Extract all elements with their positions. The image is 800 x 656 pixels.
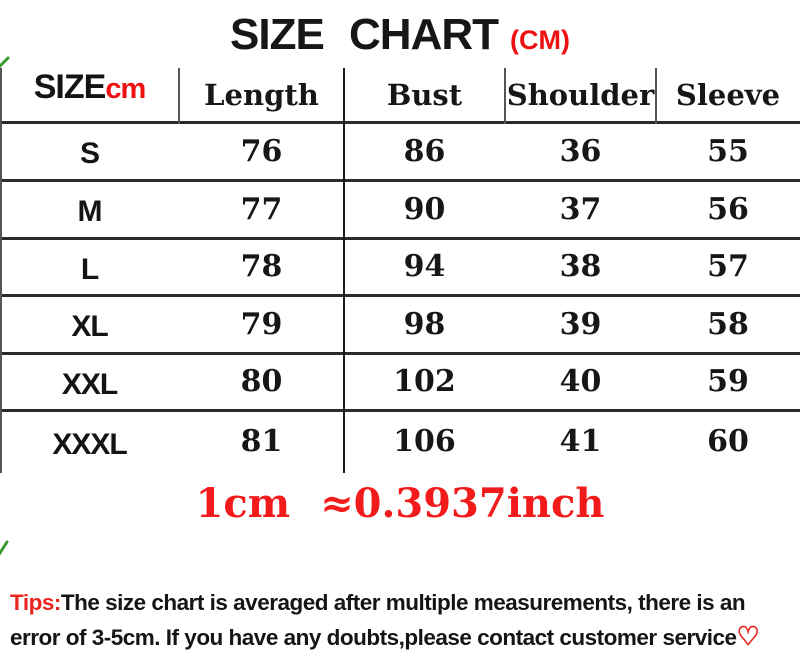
cell-sleeve: 56 — [707, 191, 749, 227]
tips-note: Tips:The size chart is averaged after mu… — [10, 587, 794, 654]
table-rule-left-edge — [0, 68, 2, 473]
row-size-label: XL — [71, 310, 108, 343]
cell-shoulder: 41 — [559, 424, 602, 459]
cell-bust: 90 — [403, 191, 446, 227]
cell-shoulder: 38 — [559, 249, 602, 284]
row-size-label: L — [80, 252, 99, 286]
cell-shoulder: 39 — [559, 306, 602, 342]
table-rule-size-length — [178, 68, 180, 124]
tips-label: Tips: — [10, 590, 61, 615]
cell-length: 81 — [240, 424, 283, 459]
table-rule-header-bottom — [0, 121, 800, 124]
table-rule-shoulder-sleeve — [655, 68, 657, 124]
cell-length: 79 — [240, 306, 283, 342]
green-squiggle-top-icon — [0, 56, 10, 69]
chart-title: SIZE CHART (CM) — [0, 10, 800, 60]
cell-bust: 102 — [393, 364, 456, 399]
cell-shoulder: 36 — [559, 133, 602, 169]
cell-shoulder: 37 — [559, 191, 602, 227]
header-sleeve: Sleeve — [675, 78, 781, 112]
row-size-label: S — [79, 137, 100, 170]
header-bust: Bust — [386, 78, 463, 112]
tips-text-line1: The size chart is averaged after multipl… — [60, 590, 746, 615]
header-size-black: SIZE — [33, 68, 107, 106]
table-rule — [0, 179, 800, 182]
conversion-inch: ≈0.3937inch — [320, 480, 605, 527]
table-rule — [0, 409, 800, 412]
cell-length: 78 — [240, 249, 283, 284]
cell-length: 77 — [240, 191, 283, 227]
cell-bust: 86 — [403, 133, 446, 169]
table-rule — [0, 237, 800, 240]
cell-sleeve: 59 — [707, 364, 749, 399]
cell-sleeve: 57 — [707, 249, 749, 284]
header-size-unit: cm — [105, 73, 146, 105]
tips-text-line2: error of 3-5cm. If you have any doubts,p… — [10, 624, 737, 650]
row-size-label: XXL — [61, 367, 118, 401]
row-size-label: XXXL — [52, 427, 127, 461]
size-table: SIZE cm Length Bust Shoulder Sleeve S 76… — [0, 68, 800, 473]
cell-length: 76 — [240, 133, 283, 169]
table-rule-length-bust — [343, 68, 345, 473]
row-size-label: M — [77, 195, 103, 228]
table-rule — [0, 352, 800, 355]
conversion-cm: 1cm — [195, 480, 291, 527]
header-length: Length — [204, 78, 319, 112]
table-rule — [0, 294, 800, 297]
cell-bust: 94 — [403, 249, 446, 284]
cell-sleeve: 58 — [707, 306, 749, 342]
cell-bust: 98 — [403, 306, 446, 342]
header-size: SIZE cm — [0, 68, 179, 122]
cell-sleeve: 55 — [707, 133, 749, 169]
chart-title-unit: (CM) — [510, 25, 570, 55]
conversion-note: 1cm ≈0.3937inch — [0, 480, 800, 527]
cell-bust: 106 — [393, 424, 456, 459]
table-rule-bust-shoulder — [504, 68, 506, 124]
cell-shoulder: 40 — [559, 364, 602, 399]
heart-icon: ♡ — [736, 620, 760, 651]
cell-sleeve: 60 — [707, 424, 749, 459]
chart-title-text: SIZE CHART — [230, 10, 499, 59]
cell-length: 80 — [240, 364, 283, 399]
header-shoulder: Shoulder — [506, 78, 655, 112]
green-squiggle-bottom-icon — [0, 540, 9, 556]
